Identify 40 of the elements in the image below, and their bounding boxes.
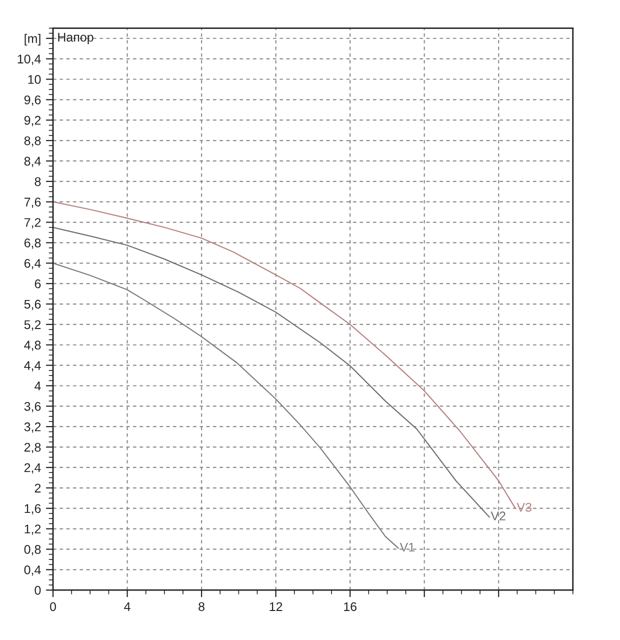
y-tick-label: 2,8 <box>24 442 41 454</box>
y-tick-label: 7,2 <box>24 218 41 228</box>
y-tick-label: 9,2 <box>24 116 41 126</box>
series-label: V1 <box>400 542 414 552</box>
x-tick-label: 12 <box>270 602 282 611</box>
x-tick-label: 4 <box>124 602 130 611</box>
y-tick-label: 4 <box>34 382 41 390</box>
series-label: V2 <box>490 512 506 520</box>
y-tick-label: 0,8 <box>24 545 41 556</box>
x-tick-label: 8 <box>198 602 204 612</box>
y-tick-label: 10,4 <box>18 54 41 65</box>
x-tick-label: 16 <box>344 602 356 612</box>
line-series <box>53 226 490 518</box>
y-tick-label: 5,6 <box>24 300 41 310</box>
y-tick-label: 2,4 <box>24 463 41 474</box>
y-tick-label: 0 <box>34 586 41 595</box>
chart-title: Напор <box>58 32 94 44</box>
y-tick-label: 2 <box>34 484 41 492</box>
line-series <box>53 262 399 549</box>
y-tick-label: 3,2 <box>24 422 41 433</box>
y-tick-label: [m] <box>24 34 40 46</box>
y-tick-label: 8,8 <box>24 136 41 147</box>
series-label: V3 <box>516 502 532 512</box>
y-tick-label: 1,6 <box>24 504 41 514</box>
y-tick-label: 8 <box>34 177 41 186</box>
y-tick-label: 4,8 <box>24 340 41 352</box>
line-series <box>53 201 516 509</box>
y-tick-label: 7,6 <box>24 198 41 208</box>
y-tick-label: 6,4 <box>24 258 41 270</box>
y-tick-label: 10 <box>28 75 41 84</box>
y-tick-label: 0,4 <box>24 565 41 576</box>
y-tick-label: 4,4 <box>24 361 41 372</box>
y-tick-label: 3,6 <box>24 402 41 412</box>
x-tick-label: 0 <box>50 602 56 612</box>
y-tick-label: 9,6 <box>24 95 41 106</box>
y-tick-label: 5,2 <box>24 320 41 331</box>
y-tick-label: 6 <box>34 279 41 288</box>
y-tick-label: 8,4 <box>24 156 41 168</box>
y-tick-label: 6,8 <box>24 238 41 249</box>
y-tick-label: 1,2 <box>24 524 41 535</box>
